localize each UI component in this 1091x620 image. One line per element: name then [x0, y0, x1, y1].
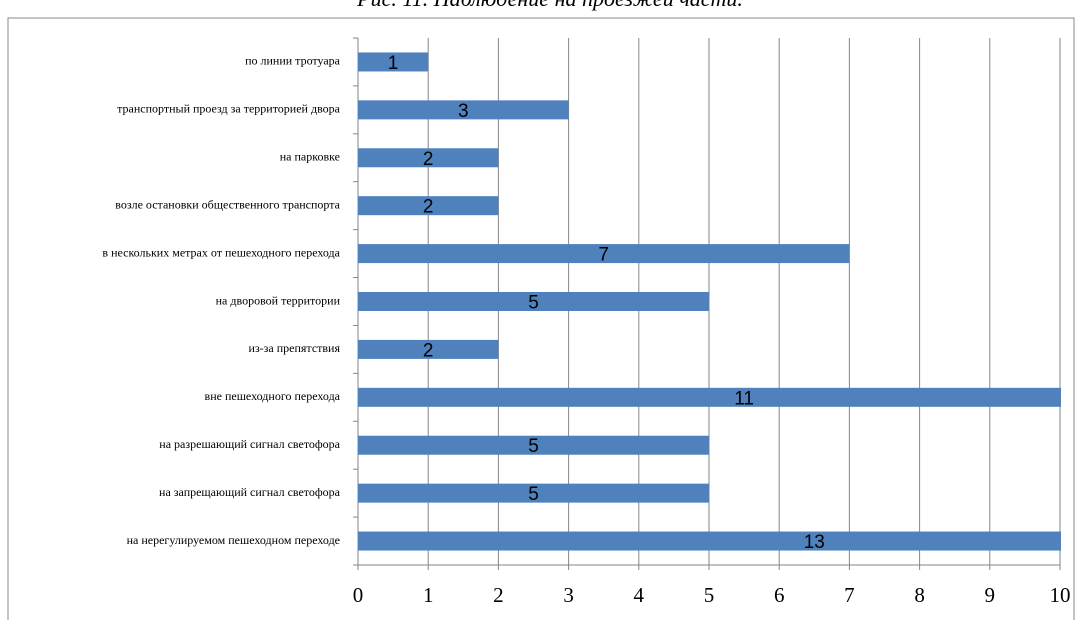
bar	[358, 531, 1061, 551]
x-tick-label: 3	[563, 583, 574, 607]
data-label: 2	[423, 340, 434, 361]
data-label: 1	[388, 53, 399, 74]
bar	[358, 387, 1061, 407]
data-label: 11	[734, 388, 754, 409]
bar	[358, 52, 429, 72]
bar	[358, 435, 709, 455]
category-label: на дворовой территории	[216, 293, 341, 307]
chart-title: Рис. 11. Наблюдение на проезжей части.	[356, 0, 743, 11]
category-label: вне пешеходного перехода	[205, 389, 341, 403]
x-tick-label: 4	[634, 583, 645, 607]
x-tick-label: 1	[423, 583, 434, 607]
data-label: 13	[804, 532, 825, 553]
bar	[358, 483, 709, 503]
data-label: 7	[598, 245, 609, 266]
x-tick-label: 10	[1050, 583, 1071, 607]
category-label: на парковке	[280, 150, 340, 164]
labels: 0 1 2 3 4 5 6 7 8 9 10 по линии тротуара 1 транспортн…	[102, 53, 1070, 607]
x-tick-label: 5	[704, 583, 715, 607]
data-label: 2	[423, 197, 434, 218]
x-tick-label: 8	[914, 583, 925, 607]
category-label: по линии тротуара	[245, 54, 341, 68]
category-label: в нескольких метрах от пешеходного перех…	[102, 245, 340, 259]
bar	[358, 339, 499, 359]
category-label: на нерегулируемом пешеходном переходе	[127, 533, 340, 547]
category-label: на запрещающий сигнал светофора	[159, 485, 341, 499]
x-tick-label: 6	[774, 583, 785, 607]
bars	[358, 52, 1061, 551]
data-label: 3	[458, 101, 469, 122]
category-label: транспортный проезд за территорией двора	[117, 102, 341, 116]
bar	[358, 292, 709, 311]
data-label: 2	[423, 149, 434, 170]
x-tick-label: 9	[985, 583, 996, 607]
category-label: возле остановки общественного транспорта	[115, 197, 340, 211]
data-label: 5	[528, 293, 539, 314]
bar	[358, 244, 850, 264]
x-tick-label: 0	[353, 583, 364, 607]
bar	[358, 148, 499, 168]
data-label: 5	[528, 436, 539, 457]
chart-frame	[7, 17, 1075, 620]
category-label: на разрешающий сигнал светофора	[159, 437, 340, 451]
x-tick-label: 2	[493, 583, 504, 607]
data-label: 5	[528, 484, 539, 505]
bar	[358, 100, 569, 120]
category-label: из-за препятствия	[249, 341, 341, 355]
x-tick-label: 7	[844, 583, 855, 607]
bar	[358, 196, 499, 216]
